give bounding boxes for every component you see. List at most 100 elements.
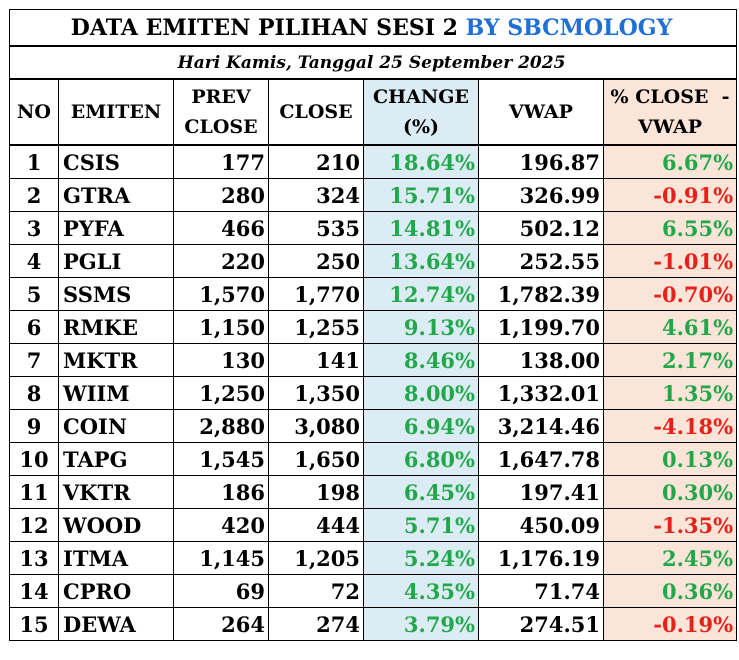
- header-close[interactable]: CLOSE: [268, 78, 364, 146]
- cell-pct-close-vwap[interactable]: -1.01%: [602, 244, 738, 278]
- cell-close[interactable]: 250: [268, 244, 364, 278]
- cell-prev-close[interactable]: 1,570: [173, 277, 269, 311]
- cell-emiten[interactable]: COIN: [58, 409, 174, 443]
- cell-emiten[interactable]: CPRO: [58, 574, 174, 608]
- cell-vwap[interactable]: 1,176.19: [478, 541, 604, 575]
- cell-no[interactable]: 10: [9, 442, 59, 476]
- cell-no[interactable]: 1: [9, 144, 59, 179]
- cell-change[interactable]: 5.71%: [363, 508, 479, 542]
- header-prev-close[interactable]: PREV CLOSE: [173, 78, 269, 146]
- cell-no[interactable]: 12: [9, 508, 59, 542]
- header-change[interactable]: CHANGE (%): [363, 78, 479, 146]
- cell-emiten[interactable]: PGLI: [58, 244, 174, 278]
- cell-close[interactable]: 274: [268, 607, 364, 641]
- header-vwap[interactable]: VWAP: [478, 78, 604, 146]
- cell-vwap[interactable]: 252.55: [478, 244, 604, 278]
- cell-no[interactable]: 9: [9, 409, 59, 443]
- cell-no[interactable]: 14: [9, 574, 59, 608]
- cell-change[interactable]: 8.00%: [363, 376, 479, 410]
- cell-no[interactable]: 3: [9, 211, 59, 245]
- cell-no[interactable]: 6: [9, 310, 59, 344]
- cell-emiten[interactable]: MKTR: [58, 343, 174, 377]
- subtitle-cell[interactable]: Hari Kamis, Tanggal 25 September 2025: [8, 45, 738, 80]
- cell-pct-close-vwap[interactable]: 4.61%: [602, 310, 738, 344]
- cell-no[interactable]: 5: [9, 277, 59, 311]
- cell-no[interactable]: 15: [9, 607, 59, 641]
- cell-emiten[interactable]: WIIM: [58, 376, 174, 410]
- cell-pct-close-vwap[interactable]: -0.19%: [602, 607, 738, 641]
- cell-pct-close-vwap[interactable]: -0.91%: [602, 178, 738, 212]
- header-no[interactable]: NO: [9, 78, 59, 146]
- cell-pct-close-vwap[interactable]: 1.35%: [602, 376, 738, 410]
- cell-emiten[interactable]: SSMS: [58, 277, 174, 311]
- cell-close[interactable]: 444: [268, 508, 364, 542]
- cell-vwap[interactable]: 1,647.78: [478, 442, 604, 476]
- cell-vwap[interactable]: 1,332.01: [478, 376, 604, 410]
- cell-close[interactable]: 535: [268, 211, 364, 245]
- cell-prev-close[interactable]: 1,250: [173, 376, 269, 410]
- cell-pct-close-vwap[interactable]: 0.13%: [602, 442, 738, 476]
- cell-vwap[interactable]: 274.51: [478, 607, 604, 641]
- cell-prev-close[interactable]: 1,545: [173, 442, 269, 476]
- cell-change[interactable]: 3.79%: [363, 607, 479, 641]
- cell-close[interactable]: 1,770: [268, 277, 364, 311]
- cell-vwap[interactable]: 3,214.46: [478, 409, 604, 443]
- cell-vwap[interactable]: 197.41: [478, 475, 604, 509]
- header-emiten[interactable]: EMITEN: [58, 78, 174, 146]
- title-cell[interactable]: DATA EMITEN PILIHAN SESI 2 BY SBCMOLOGY: [8, 9, 738, 47]
- cell-emiten[interactable]: ITMA: [58, 541, 174, 575]
- cell-pct-close-vwap[interactable]: 2.45%: [602, 541, 738, 575]
- cell-pct-close-vwap[interactable]: 6.55%: [602, 211, 738, 245]
- cell-prev-close[interactable]: 220: [173, 244, 269, 278]
- cell-vwap[interactable]: 450.09: [478, 508, 604, 542]
- cell-pct-close-vwap[interactable]: -1.35%: [602, 508, 738, 542]
- cell-emiten[interactable]: DEWA: [58, 607, 174, 641]
- cell-emiten[interactable]: GTRA: [58, 178, 174, 212]
- cell-prev-close[interactable]: 186: [173, 475, 269, 509]
- cell-prev-close[interactable]: 420: [173, 508, 269, 542]
- cell-no[interactable]: 13: [9, 541, 59, 575]
- cell-emiten[interactable]: RMKE: [58, 310, 174, 344]
- cell-prev-close[interactable]: 1,150: [173, 310, 269, 344]
- cell-prev-close[interactable]: 69: [173, 574, 269, 608]
- header-pct-close-vwap[interactable]: % CLOSE - VWAP: [602, 78, 738, 146]
- cell-vwap[interactable]: 71.74: [478, 574, 604, 608]
- cell-change[interactable]: 13.64%: [363, 244, 479, 278]
- cell-change[interactable]: 18.64%: [363, 144, 479, 179]
- cell-pct-close-vwap[interactable]: -0.70%: [602, 277, 738, 311]
- cell-vwap[interactable]: 326.99: [478, 178, 604, 212]
- cell-vwap[interactable]: 138.00: [478, 343, 604, 377]
- cell-pct-close-vwap[interactable]: 0.30%: [602, 475, 738, 509]
- cell-change[interactable]: 14.81%: [363, 211, 479, 245]
- cell-no[interactable]: 7: [9, 343, 59, 377]
- cell-prev-close[interactable]: 466: [173, 211, 269, 245]
- cell-close[interactable]: 324: [268, 178, 364, 212]
- cell-vwap[interactable]: 1,199.70: [478, 310, 604, 344]
- cell-change[interactable]: 12.74%: [363, 277, 479, 311]
- cell-close[interactable]: 198: [268, 475, 364, 509]
- cell-prev-close[interactable]: 280: [173, 178, 269, 212]
- cell-change[interactable]: 6.80%: [363, 442, 479, 476]
- cell-change[interactable]: 4.35%: [363, 574, 479, 608]
- cell-prev-close[interactable]: 177: [173, 144, 269, 179]
- cell-vwap[interactable]: 196.87: [478, 144, 604, 179]
- cell-pct-close-vwap[interactable]: 0.36%: [602, 574, 738, 608]
- cell-vwap[interactable]: 502.12: [478, 211, 604, 245]
- cell-change[interactable]: 6.94%: [363, 409, 479, 443]
- cell-close[interactable]: 141: [268, 343, 364, 377]
- cell-pct-close-vwap[interactable]: -4.18%: [602, 409, 738, 443]
- cell-emiten[interactable]: TAPG: [58, 442, 174, 476]
- cell-prev-close[interactable]: 2,880: [173, 409, 269, 443]
- cell-emiten[interactable]: WOOD: [58, 508, 174, 542]
- cell-emiten[interactable]: CSIS: [58, 144, 174, 179]
- cell-close[interactable]: 3,080: [268, 409, 364, 443]
- cell-close[interactable]: 1,650: [268, 442, 364, 476]
- cell-pct-close-vwap[interactable]: 6.67%: [602, 144, 738, 179]
- cell-no[interactable]: 8: [9, 376, 59, 410]
- cell-pct-close-vwap[interactable]: 2.17%: [602, 343, 738, 377]
- cell-no[interactable]: 11: [9, 475, 59, 509]
- cell-no[interactable]: 2: [9, 178, 59, 212]
- cell-close[interactable]: 1,255: [268, 310, 364, 344]
- cell-close[interactable]: 1,350: [268, 376, 364, 410]
- cell-close[interactable]: 72: [268, 574, 364, 608]
